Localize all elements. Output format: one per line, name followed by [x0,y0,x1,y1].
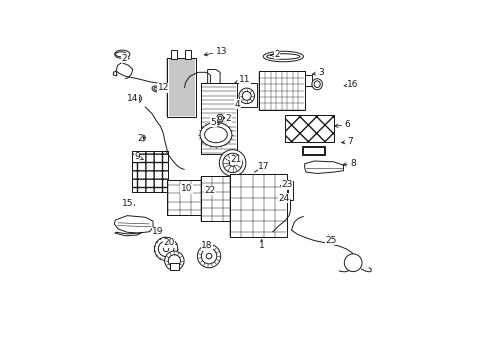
Bar [200,176,243,221]
Circle shape [158,241,173,257]
Bar [259,72,304,110]
Circle shape [229,159,235,166]
Bar [185,50,190,59]
Text: 2: 2 [224,113,231,122]
Bar [285,115,333,141]
Text: 20: 20 [163,238,174,247]
Circle shape [197,244,220,268]
Text: 11: 11 [234,75,250,84]
Circle shape [239,88,254,104]
Bar [285,115,333,141]
Bar [303,147,324,153]
Bar [229,174,286,237]
Text: 2: 2 [270,50,279,59]
Text: 3: 3 [312,68,324,77]
Text: 10: 10 [180,184,192,193]
Text: 7: 7 [341,137,352,146]
Text: 18: 18 [201,241,212,250]
Circle shape [168,255,180,267]
Text: 2: 2 [122,54,129,63]
Polygon shape [304,161,343,174]
Bar [170,263,178,270]
Bar [200,84,236,154]
Text: 21: 21 [230,155,241,164]
Circle shape [219,150,245,176]
Circle shape [164,251,183,270]
Circle shape [223,153,242,173]
Bar [132,151,168,192]
Text: 24: 24 [278,194,289,203]
Bar [132,151,168,192]
Ellipse shape [154,87,157,90]
Ellipse shape [137,97,140,100]
Ellipse shape [115,52,126,57]
Ellipse shape [152,86,159,92]
Circle shape [163,246,168,252]
Bar [166,58,196,117]
Polygon shape [113,71,117,76]
Ellipse shape [311,79,322,90]
Bar [171,50,176,59]
Ellipse shape [204,127,227,143]
Bar [167,180,203,215]
Text: 2: 2 [137,134,144,143]
Text: 22: 22 [203,185,215,195]
Text: 23: 23 [280,180,292,189]
Ellipse shape [140,135,145,141]
Polygon shape [114,216,153,233]
Circle shape [344,254,361,271]
Bar [287,181,292,200]
Text: 19: 19 [152,227,163,236]
Text: 14: 14 [127,94,138,103]
Ellipse shape [135,95,141,103]
Bar [200,176,243,221]
Bar [236,84,256,107]
Ellipse shape [216,114,223,122]
Ellipse shape [259,162,264,169]
Text: 25: 25 [325,235,336,244]
Bar [301,146,325,155]
Text: 6: 6 [334,121,350,130]
Text: 1: 1 [258,239,264,250]
Text: 8: 8 [342,159,355,168]
Polygon shape [116,63,133,77]
Bar [200,84,236,154]
Circle shape [201,248,216,264]
Ellipse shape [266,54,299,59]
Bar [304,75,311,86]
Ellipse shape [218,116,222,120]
Text: 9: 9 [134,152,143,161]
Polygon shape [115,232,142,236]
Text: 12: 12 [157,83,169,92]
Bar [229,174,286,237]
Ellipse shape [200,122,231,147]
Text: 17: 17 [258,162,269,171]
Text: 5: 5 [210,118,219,127]
Bar [259,72,304,110]
Circle shape [154,237,177,261]
Bar [167,180,203,215]
Ellipse shape [313,81,320,87]
Text: 16: 16 [344,80,358,89]
Text: 15: 15 [122,199,135,208]
Text: 4: 4 [234,100,240,109]
Text: 13: 13 [204,47,227,56]
Circle shape [206,253,211,259]
Ellipse shape [263,51,303,62]
Ellipse shape [141,136,143,140]
Bar [166,58,196,117]
Circle shape [242,91,251,100]
Ellipse shape [114,50,130,58]
